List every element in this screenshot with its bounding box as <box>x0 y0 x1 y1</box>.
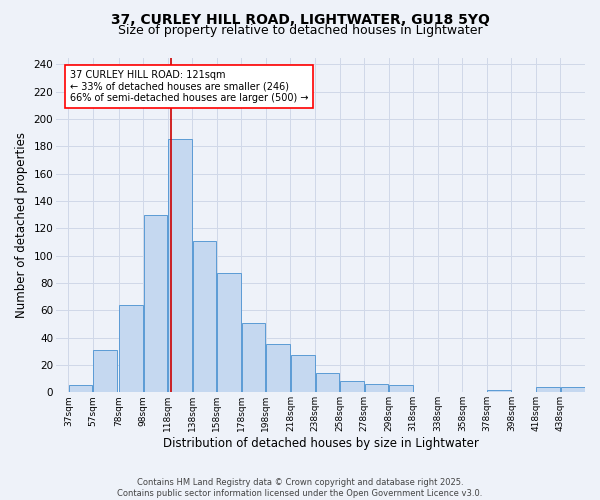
Bar <box>242 322 265 392</box>
Bar <box>340 382 364 392</box>
Bar <box>316 373 339 392</box>
Bar <box>69 386 92 392</box>
Bar <box>144 214 167 392</box>
Text: 37, CURLEY HILL ROAD, LIGHTWATER, GU18 5YQ: 37, CURLEY HILL ROAD, LIGHTWATER, GU18 5… <box>110 12 490 26</box>
Bar <box>217 274 241 392</box>
Bar <box>389 386 413 392</box>
Bar <box>193 240 217 392</box>
Bar <box>487 390 511 392</box>
Text: Contains HM Land Registry data © Crown copyright and database right 2025.
Contai: Contains HM Land Registry data © Crown c… <box>118 478 482 498</box>
Bar <box>291 356 314 393</box>
Bar <box>94 350 117 393</box>
Bar <box>365 384 388 392</box>
Text: 37 CURLEY HILL ROAD: 121sqm
← 33% of detached houses are smaller (246)
66% of se: 37 CURLEY HILL ROAD: 121sqm ← 33% of det… <box>70 70 308 103</box>
X-axis label: Distribution of detached houses by size in Lightwater: Distribution of detached houses by size … <box>163 437 478 450</box>
Bar <box>536 387 560 392</box>
Text: Size of property relative to detached houses in Lightwater: Size of property relative to detached ho… <box>118 24 482 37</box>
Bar <box>168 140 192 392</box>
Bar <box>119 305 143 392</box>
Bar <box>561 387 584 392</box>
Y-axis label: Number of detached properties: Number of detached properties <box>15 132 28 318</box>
Bar <box>266 344 290 393</box>
